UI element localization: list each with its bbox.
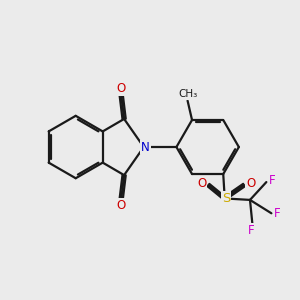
Text: F: F <box>274 207 281 220</box>
Text: F: F <box>269 174 276 187</box>
Text: O: O <box>197 177 206 190</box>
Text: O: O <box>116 199 126 212</box>
Text: N: N <box>141 140 150 154</box>
Text: CH₃: CH₃ <box>179 89 198 99</box>
Text: O: O <box>116 82 126 95</box>
Text: S: S <box>222 192 230 205</box>
Text: O: O <box>246 177 255 190</box>
Text: F: F <box>248 224 254 237</box>
